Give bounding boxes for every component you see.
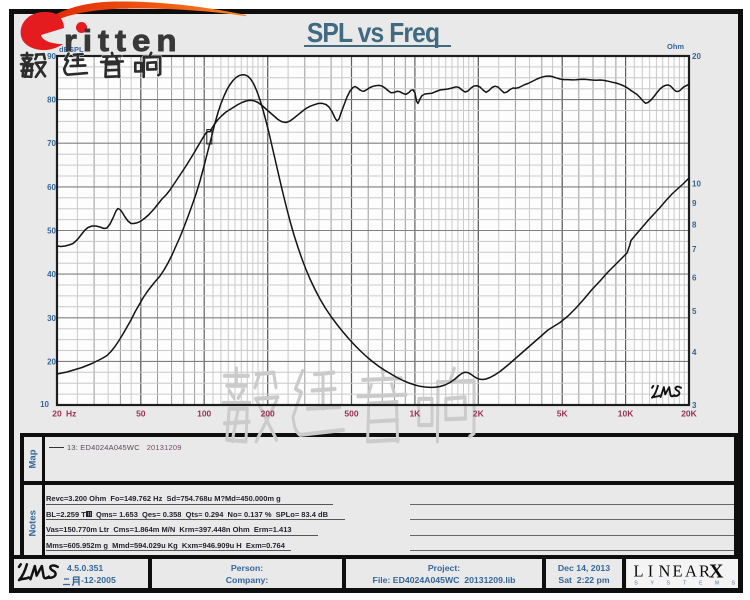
svg-text:7: 7 [692, 245, 697, 254]
svg-text:90: 90 [47, 52, 56, 61]
svg-text:200: 200 [261, 409, 275, 419]
svg-text:2K: 2K [473, 409, 485, 419]
svg-text:80: 80 [47, 96, 56, 105]
svg-text:60: 60 [47, 183, 56, 192]
svg-text:20: 20 [692, 52, 701, 61]
svg-text:10: 10 [40, 400, 49, 409]
svg-text:6: 6 [692, 274, 697, 283]
svg-text:4: 4 [692, 348, 697, 357]
svg-text:100: 100 [197, 409, 211, 419]
svg-text:9: 9 [692, 199, 697, 208]
svg-text:E: E [699, 581, 703, 587]
svg-text:70: 70 [47, 139, 56, 148]
svg-text:3: 3 [692, 401, 697, 410]
svg-text:10K: 10K [618, 409, 634, 419]
svg-text:40: 40 [47, 270, 56, 279]
svg-text:30: 30 [47, 314, 56, 323]
svg-text:S: S [667, 581, 671, 587]
svg-text:E: E [672, 562, 682, 581]
svg-text:50: 50 [136, 409, 146, 419]
svg-text:M: M [715, 581, 719, 587]
svg-text:Hz: Hz [66, 409, 76, 419]
svg-text:T: T [683, 581, 686, 587]
svg-text:5: 5 [692, 307, 697, 316]
svg-text:50: 50 [47, 227, 56, 236]
svg-text:L: L [633, 562, 643, 581]
svg-text:N: N [659, 562, 671, 581]
svg-text:A: A [685, 562, 697, 581]
svg-text:S: S [634, 581, 638, 587]
svg-text:dBSPL: dBSPL [59, 45, 84, 54]
svg-text:S: S [732, 581, 736, 587]
svg-text:I: I [648, 562, 654, 581]
svg-text:500: 500 [344, 409, 358, 419]
svg-text:20: 20 [52, 409, 62, 419]
svg-text:X: X [709, 561, 724, 583]
svg-text:1K: 1K [409, 409, 421, 419]
svg-text:Ohm: Ohm [667, 42, 684, 51]
svg-text:20K: 20K [681, 409, 697, 419]
svg-text:5K: 5K [557, 409, 569, 419]
svg-text:Y: Y [651, 581, 655, 587]
svg-text:8: 8 [692, 221, 697, 230]
svg-text:10: 10 [692, 180, 701, 189]
svg-text:R: R [699, 562, 710, 581]
svg-text:20: 20 [47, 357, 56, 366]
